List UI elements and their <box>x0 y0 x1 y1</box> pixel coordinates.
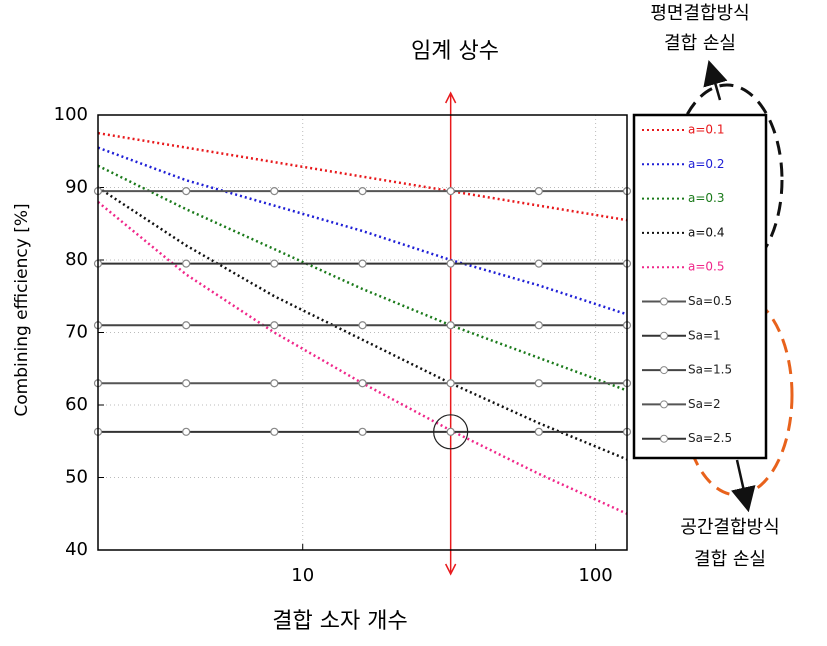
point-marker <box>446 379 455 388</box>
series-line <box>97 131 628 222</box>
x-tick-label: 10 <box>291 565 314 586</box>
point-marker <box>182 321 191 330</box>
legend-label: a=0.4 <box>688 225 725 239</box>
legend-marker <box>660 366 668 375</box>
legend-marker <box>660 434 668 443</box>
point-marker <box>446 187 455 196</box>
plot-frame <box>97 114 628 551</box>
legend-label: a=0.3 <box>688 191 725 205</box>
arrow-head <box>444 563 457 576</box>
annotation: 결합 손실 <box>664 33 736 54</box>
x-axis-label: 결합 소자 개수 <box>272 609 407 634</box>
point-marker <box>358 259 367 268</box>
legend-marker <box>660 400 668 409</box>
point-marker <box>182 379 191 388</box>
legend-label: Sa=1.5 <box>688 363 732 377</box>
y-axis-label: Combining efficiency [%] <box>12 203 32 416</box>
point-marker <box>270 427 279 436</box>
point-marker <box>534 427 543 436</box>
legend-label: a=0.2 <box>688 157 725 171</box>
annotation: 평면결합방식 <box>650 3 749 24</box>
point-marker <box>270 379 279 388</box>
point-marker <box>534 259 543 268</box>
legend-label: Sa=0.5 <box>688 294 732 308</box>
y-tick-label: 70 <box>65 322 88 343</box>
x-tick-label: 100 <box>578 565 612 586</box>
legend-label: Sa=1 <box>688 328 721 342</box>
series-line <box>97 164 628 392</box>
point-marker <box>534 379 543 388</box>
point-marker <box>534 187 543 196</box>
legend-marker <box>660 297 668 306</box>
point-marker <box>182 259 191 268</box>
point-marker <box>358 321 367 330</box>
series-line <box>97 201 628 515</box>
point-marker <box>270 321 279 330</box>
annotation: 공간결합방식 <box>680 517 779 538</box>
point-marker <box>446 321 455 330</box>
point-marker <box>358 379 367 388</box>
legend-label: Sa=2.5 <box>688 431 732 445</box>
y-tick-label: 50 <box>65 467 88 488</box>
legend-marker <box>660 331 668 340</box>
point-marker <box>358 187 367 196</box>
arrow-head <box>444 91 457 104</box>
point-marker <box>182 187 191 196</box>
highlight-circle <box>433 414 469 450</box>
point-marker <box>182 427 191 436</box>
series-line <box>97 186 628 461</box>
y-tick-label: 90 <box>65 177 88 198</box>
legend-label: Sa=2 <box>688 397 721 411</box>
annotation: 결합 손실 <box>694 549 766 570</box>
legend-box <box>632 113 768 460</box>
legend-label: a=0.5 <box>688 260 725 274</box>
point-marker <box>446 259 455 268</box>
y-tick-label: 60 <box>65 394 88 415</box>
y-tick-label: 40 <box>65 539 88 560</box>
y-tick-label: 100 <box>54 104 88 125</box>
chart-title: 임계 상수 <box>411 39 499 64</box>
point-marker <box>270 187 279 196</box>
point-marker <box>270 259 279 268</box>
legend-label: a=0.1 <box>688 123 725 137</box>
point-marker <box>534 321 543 330</box>
point-marker <box>358 427 367 436</box>
point-marker <box>446 427 455 436</box>
arrow <box>731 459 756 513</box>
arrow <box>703 59 728 101</box>
y-tick-label: 80 <box>65 249 88 270</box>
